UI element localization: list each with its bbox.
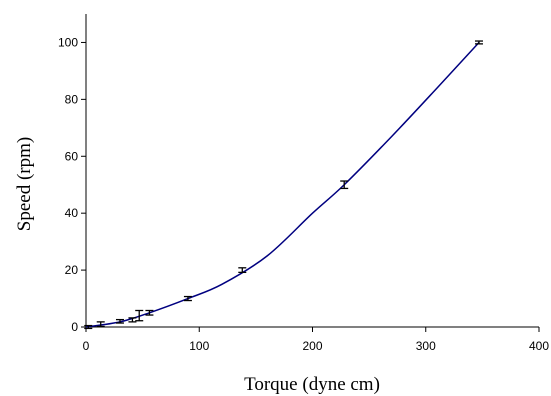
plot-area: 0 100 200 300 400 0 20 40 60 80 100 xyxy=(58,14,549,353)
y-tick-label-60: 60 xyxy=(65,149,79,163)
y-tick-label-40: 40 xyxy=(65,206,79,220)
x-tick-label-100: 100 xyxy=(189,339,209,353)
y-tick-label-100: 100 xyxy=(58,35,78,49)
y-tick-label-80: 80 xyxy=(65,92,79,106)
y-tick-label-0: 0 xyxy=(71,320,78,334)
x-tick-label-400: 400 xyxy=(529,339,549,353)
x-tick-label-200: 200 xyxy=(302,339,322,353)
y-tick-label-20: 20 xyxy=(65,263,79,277)
x-tick-label-0: 0 xyxy=(83,339,90,353)
x-tick-label-300: 300 xyxy=(416,339,436,353)
fit-curve xyxy=(85,41,480,328)
x-axis-title: Torque (dyne cm) xyxy=(244,374,380,395)
y-axis-title: Speed (rpm) xyxy=(14,137,35,231)
